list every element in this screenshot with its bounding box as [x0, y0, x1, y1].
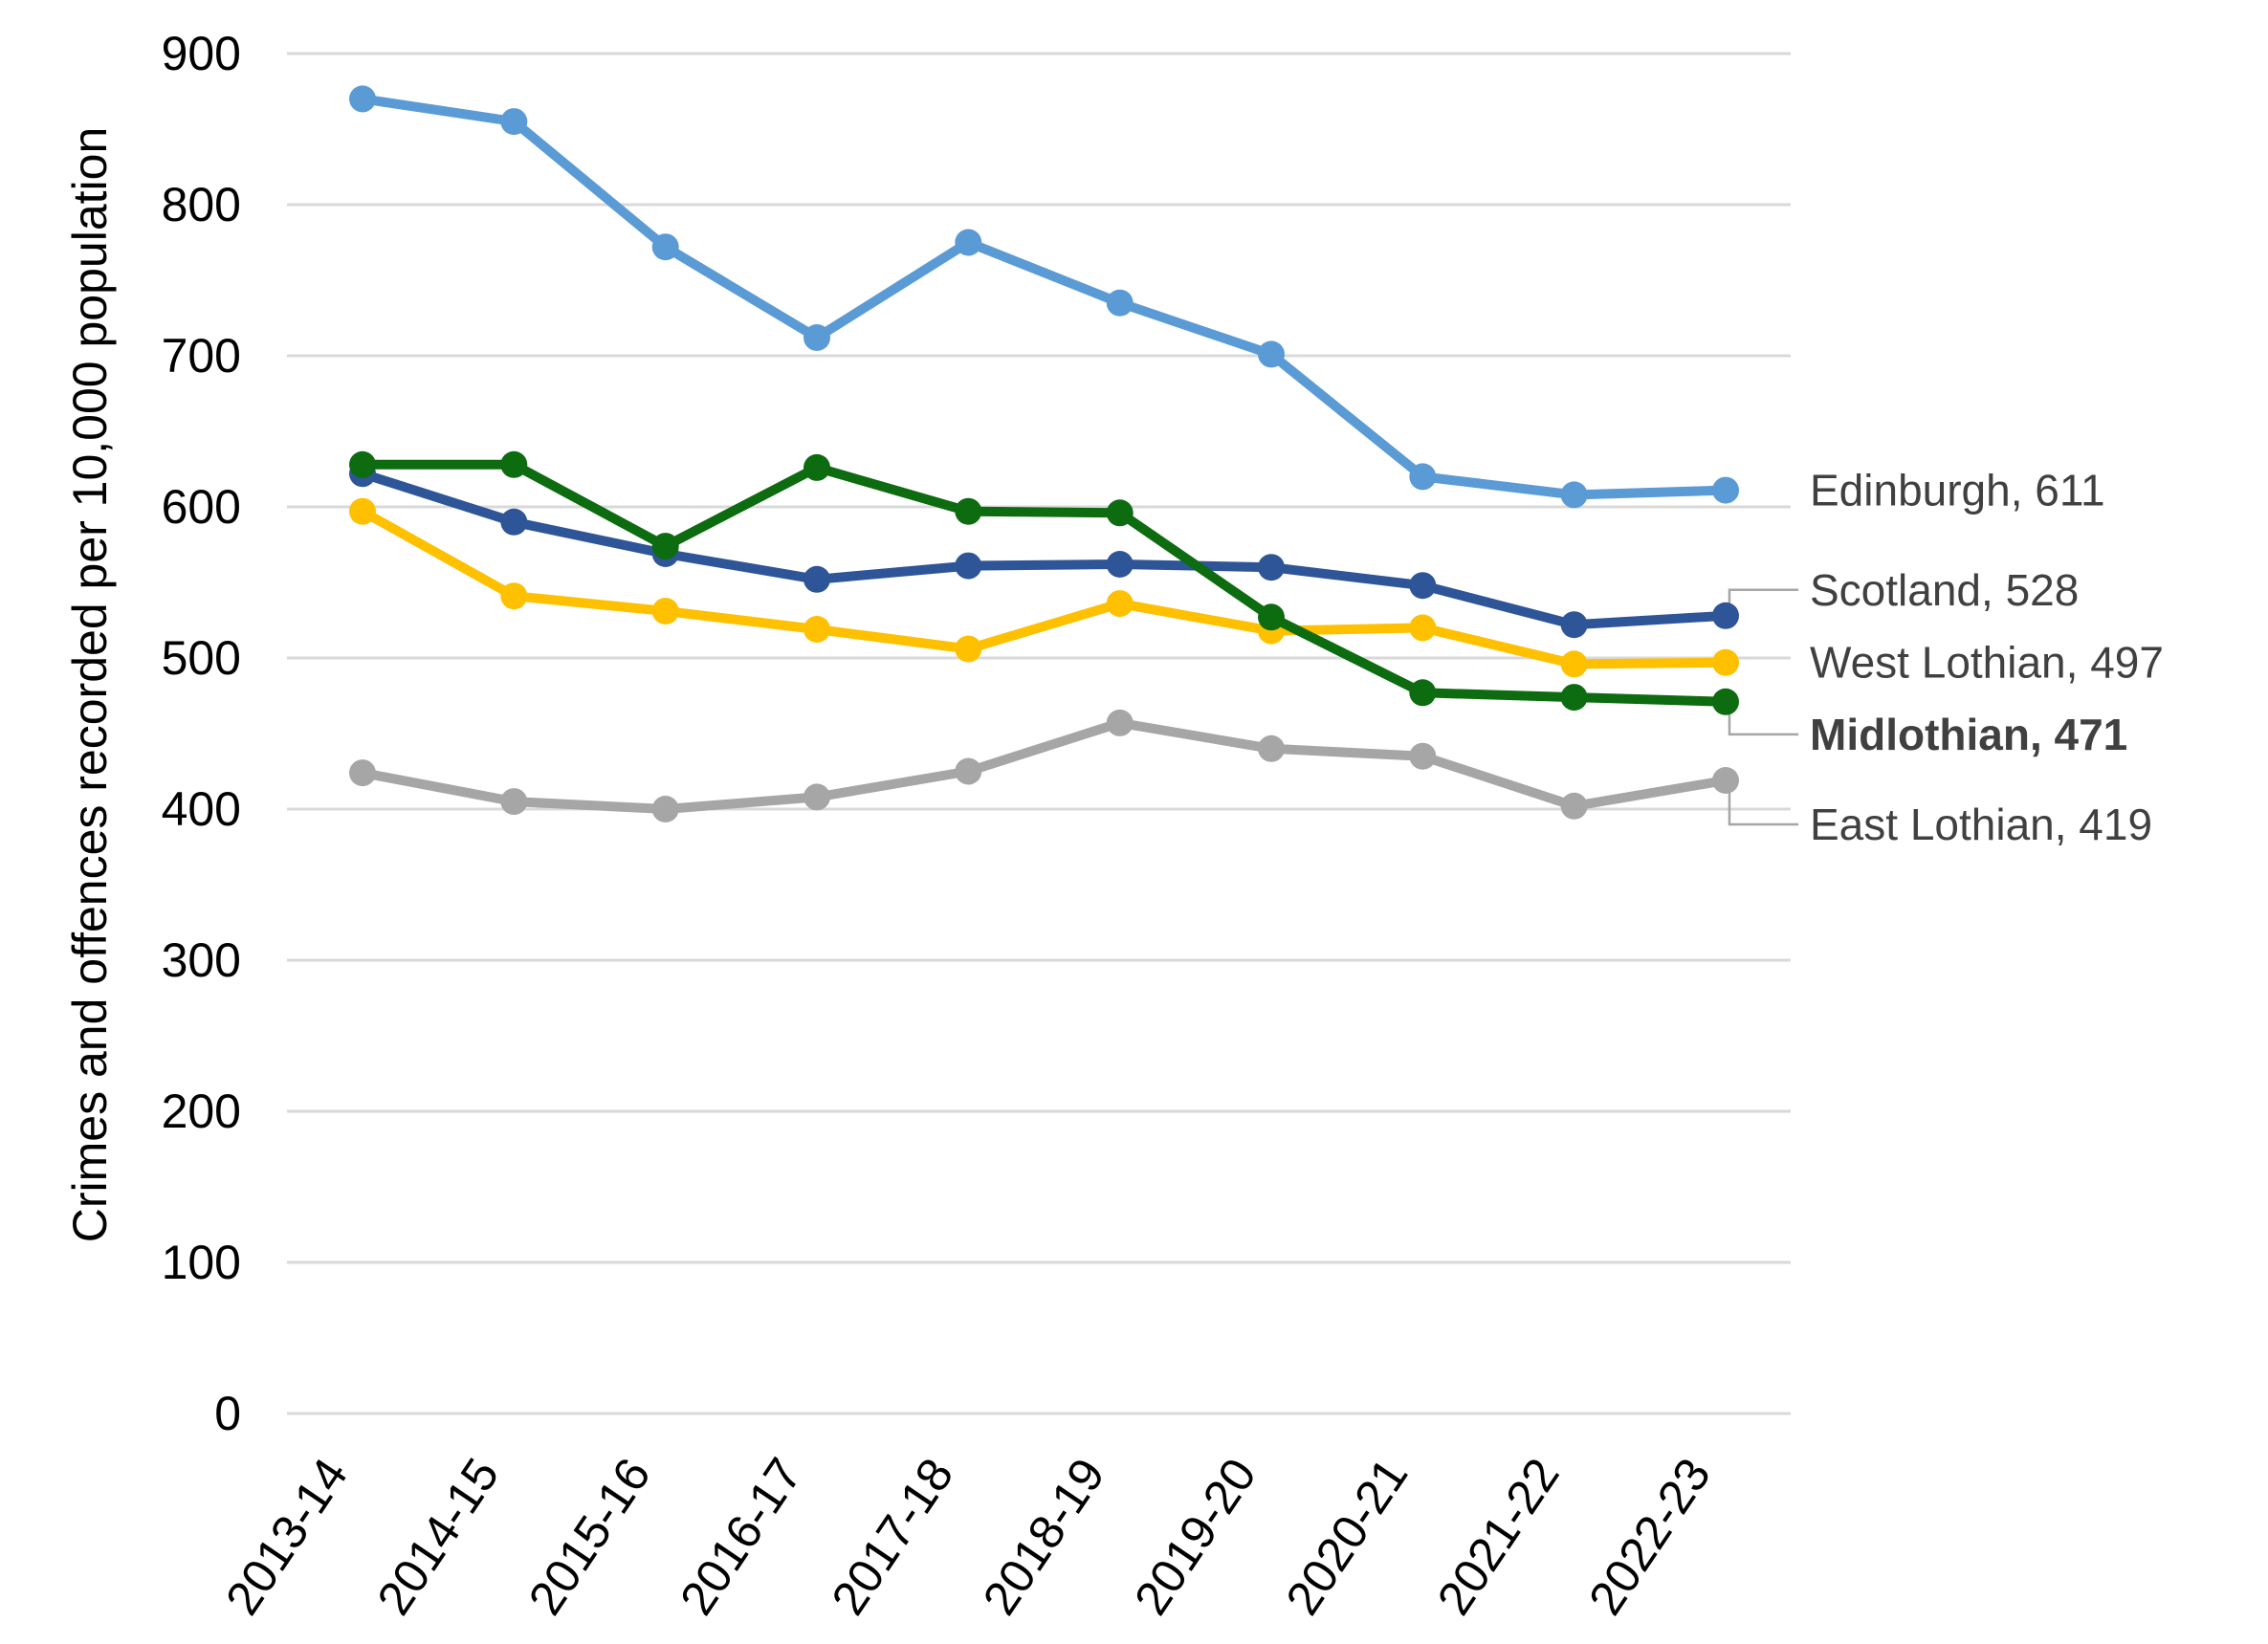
data-point-east-lothian — [804, 783, 830, 811]
data-point-scotland — [804, 565, 830, 593]
series-east-lothian — [349, 709, 1739, 822]
data-point-east-lothian — [1106, 709, 1134, 736]
y-tick-label: 500 — [162, 631, 241, 685]
y-tick-label: 800 — [162, 178, 241, 231]
series-end-label-east-lothian: East Lothian, 419 — [1810, 800, 2152, 849]
data-point-midlothian — [1106, 499, 1134, 527]
data-point-midlothian — [1258, 603, 1285, 631]
x-tick-label: 2014-15 — [366, 1449, 509, 1624]
x-tick-label: 2020-21 — [1275, 1449, 1418, 1624]
data-point-west-lothian — [349, 497, 376, 525]
series-line-east-lothian — [358, 717, 1730, 814]
data-point-scotland — [1560, 611, 1588, 639]
leader-line-east-lothian — [1728, 792, 1798, 826]
data-point-scotland — [1106, 551, 1134, 578]
label-leader-lines — [1728, 588, 1798, 826]
series-line-midlothian — [358, 459, 1730, 707]
data-point-midlothian — [804, 453, 830, 481]
series-line-scotland — [358, 469, 1730, 630]
data-point-midlothian — [1712, 688, 1739, 715]
series-end-label-edinburgh: Edinburgh, 611 — [1810, 466, 2105, 515]
series-line-edinburgh — [358, 94, 1730, 500]
data-point-scotland — [500, 508, 528, 536]
data-point-east-lothian — [1258, 734, 1285, 762]
data-point-west-lothian — [500, 582, 528, 610]
data-point-east-lothian — [349, 759, 376, 787]
data-point-edinburgh — [500, 108, 528, 136]
data-point-edinburgh — [651, 233, 679, 261]
data-point-edinburgh — [1106, 289, 1134, 317]
data-point-west-lothian — [651, 598, 679, 625]
y-tick-label: 200 — [162, 1085, 241, 1138]
data-point-midlothian — [349, 450, 376, 478]
data-point-scotland — [1409, 572, 1437, 600]
x-tick-label: 2017-18 — [821, 1449, 963, 1624]
data-point-edinburgh — [1409, 463, 1437, 491]
x-tick-label: 2019-20 — [1124, 1449, 1266, 1624]
leader-line-midlothian — [1728, 713, 1798, 736]
data-point-west-lothian — [955, 635, 982, 663]
gridlines — [287, 52, 1791, 1415]
y-tick-label: 600 — [162, 480, 241, 534]
data-point-scotland — [1712, 602, 1739, 629]
data-point-east-lothian — [1712, 767, 1739, 794]
data-point-edinburgh — [804, 324, 830, 351]
x-tick-label: 2016-17 — [670, 1449, 812, 1624]
data-point-west-lothian — [1106, 590, 1134, 618]
y-tick-label: 900 — [162, 27, 241, 80]
x-tick-label: 2021-22 — [1427, 1449, 1570, 1624]
data-point-west-lothian — [1560, 650, 1588, 678]
y-axis-tick-labels: 0 100 200 300 400 500 600 700 800 900 — [162, 27, 241, 1440]
data-point-edinburgh — [1258, 340, 1285, 368]
data-point-west-lothian — [1409, 614, 1437, 642]
y-tick-label: 400 — [162, 782, 241, 836]
series-end-labels: Edinburgh, 611 Scotland, 528 West Lothian,… — [1810, 466, 2164, 849]
x-tick-label: 2013-14 — [215, 1449, 358, 1624]
y-tick-label: 300 — [162, 933, 241, 987]
data-point-scotland — [955, 552, 982, 580]
y-tick-label: 700 — [162, 329, 241, 383]
data-point-edinburgh — [1560, 481, 1588, 509]
y-axis-title: Crimes and offences recorded per 10,000 … — [63, 127, 117, 1243]
x-tick-label: 2022-23 — [1578, 1449, 1721, 1624]
series-end-label-west-lothian: West Lothian, 497 — [1810, 638, 2164, 688]
series-end-label-scotland: Scotland, 528 — [1810, 565, 2079, 615]
series-line-west-lothian — [358, 506, 1730, 669]
x-axis-tick-labels: 2013-14 2014-15 2015-16 2016-17 2017-18 2018-… — [215, 1449, 1721, 1624]
data-point-west-lothian — [1712, 648, 1739, 676]
data-point-edinburgh — [1712, 476, 1739, 504]
data-point-east-lothian — [955, 757, 982, 785]
x-tick-label: 2015-16 — [518, 1449, 661, 1624]
data-point-midlothian — [1409, 679, 1437, 707]
series-lines — [349, 85, 1739, 822]
series-west-lothian — [349, 497, 1739, 678]
data-point-edinburgh — [955, 229, 982, 256]
data-point-midlothian — [1560, 684, 1588, 712]
data-point-scotland — [1258, 554, 1285, 581]
x-tick-label: 2018-19 — [973, 1449, 1115, 1624]
data-point-east-lothian — [651, 796, 679, 822]
data-point-east-lothian — [1409, 742, 1437, 770]
data-point-east-lothian — [500, 788, 528, 816]
series-end-label-midlothian: Midlothian, 471 — [1810, 710, 2127, 759]
data-point-west-lothian — [804, 616, 830, 643]
y-tick-label: 0 — [214, 1387, 241, 1440]
data-point-midlothian — [500, 450, 528, 478]
data-point-midlothian — [955, 497, 982, 525]
data-point-edinburgh — [349, 85, 376, 113]
data-point-midlothian — [651, 533, 679, 560]
leader-line-scotland — [1728, 588, 1798, 603]
series-midlothian — [349, 450, 1739, 715]
data-point-east-lothian — [1560, 792, 1588, 820]
series-edinburgh — [349, 85, 1739, 509]
y-tick-label: 100 — [162, 1236, 241, 1289]
